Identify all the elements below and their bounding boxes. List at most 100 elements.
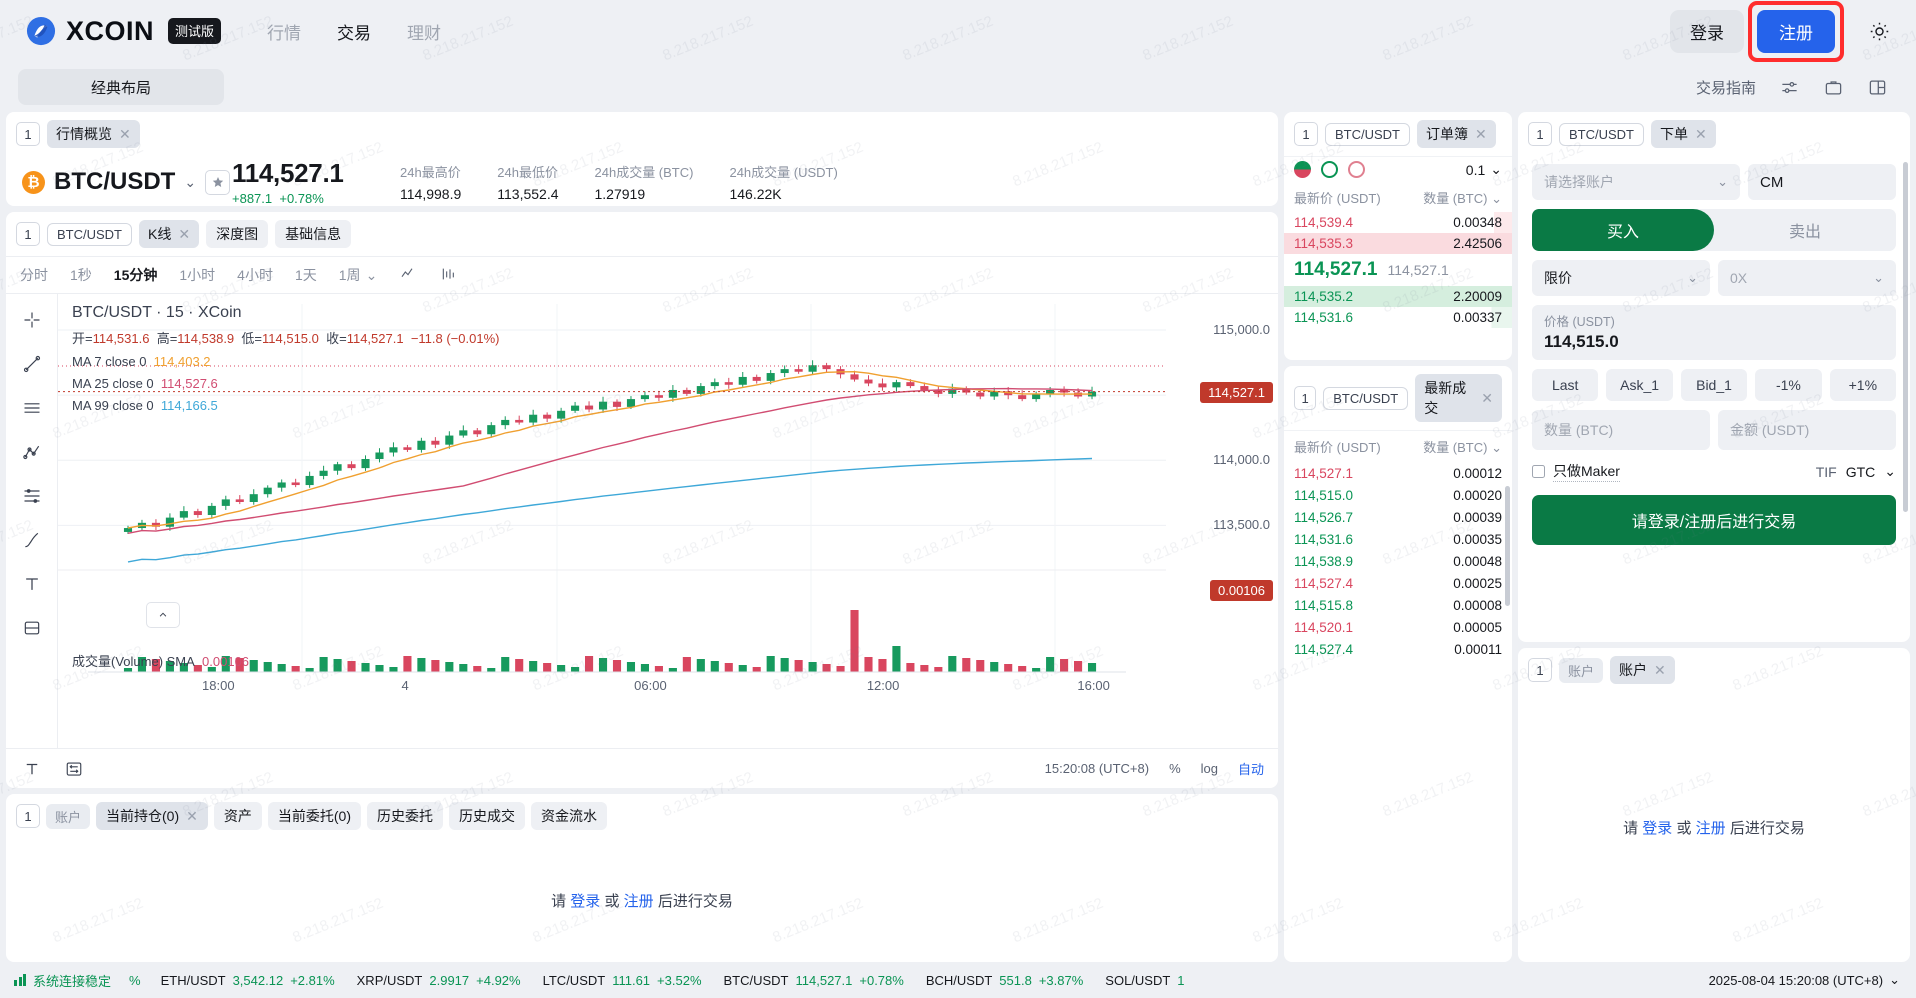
sync-icon[interactable] [62,758,86,780]
collapse-pane-button[interactable] [146,602,180,628]
quick-last-button[interactable]: Last [1532,369,1599,401]
tif-selector[interactable]: TIF GTC ⌄ [1816,463,1896,480]
order-type-select[interactable]: 限价 ⌄ [1532,260,1710,296]
chart-pair-chip[interactable]: BTC/USDT [47,222,132,246]
chart-log-toggle[interactable]: log [1200,761,1218,776]
text-tool-icon[interactable] [20,758,44,780]
close-icon[interactable]: ✕ [1654,662,1666,678]
cm-mode-box[interactable]: CM [1748,164,1896,200]
quick-bid1-button[interactable]: Bid_1 [1680,369,1748,401]
close-icon[interactable]: ✕ [1481,390,1493,406]
status-ticker-xrp[interactable]: XRP/USDT 2.9917 +4.92% [357,973,521,988]
orderbook-pair-chip[interactable]: BTC/USDT [1325,122,1410,146]
register-link[interactable]: 注册 [1695,819,1726,837]
submit-order-button[interactable]: 请登录/注册后进行交易 [1532,495,1896,545]
maker-only-checkbox[interactable] [1532,465,1545,478]
favorite-star-button[interactable] [205,169,231,195]
close-icon[interactable]: ✕ [119,126,131,142]
register-button[interactable]: 注册 [1757,9,1835,53]
tab-kline[interactable]: K线 ✕ [139,220,200,248]
trendline-icon[interactable] [18,352,46,376]
orderbook-mode-asks-icon[interactable] [1348,161,1365,178]
tab-account[interactable]: 账户 ✕ [1610,656,1675,684]
quantity-input[interactable]: 数量 (BTC) [1532,410,1710,450]
briefcase-icon[interactable] [1822,76,1844,98]
nav-link-finance[interactable]: 理财 [407,23,442,43]
orderbook-ask-row[interactable]: 114,539.4 0.00348 [1284,212,1512,233]
trading-guide-link[interactable]: 交易指南 [1695,79,1756,97]
timeframe-1h[interactable]: 1小时 [179,267,216,283]
magnet-icon[interactable] [18,616,46,640]
sliders-icon[interactable] [1778,76,1800,98]
chevron-down-icon[interactable]: ⌄ [184,173,197,190]
trade-row[interactable]: 114,538.9 0.00048 [1284,550,1512,572]
orderbook-step-selector[interactable]: 0.1 ⌄ [1466,161,1502,178]
layout-preset-button[interactable]: 经典布局 [18,69,224,105]
trade-row[interactable]: 114,527.4 0.00011 [1284,638,1512,660]
pair-selector[interactable]: ₿ BTC/USDT ⌄ [22,168,232,196]
trade-row[interactable]: 114,527.4 0.00025 [1284,572,1512,594]
layout-grid-icon[interactable] [1866,76,1888,98]
sell-tab[interactable]: 卖出 [1788,224,1821,241]
order-form-pair-chip[interactable]: BTC/USDT [1559,122,1644,146]
pattern-icon[interactable] [18,440,46,464]
brush-icon[interactable] [18,528,46,552]
tab-trade-history[interactable]: 历史成交 [449,802,525,830]
login-link[interactable]: 登录 [1642,819,1673,837]
trade-row[interactable]: 114,520.1 0.00005 [1284,616,1512,638]
leverage-select[interactable]: 0X ⌄ [1718,260,1896,296]
quick-minus1pct-button[interactable]: -1% [1755,369,1822,401]
close-icon[interactable]: ✕ [1475,126,1487,142]
tab-latest-trades[interactable]: 最新成交 ✕ [1415,374,1502,422]
timeframe-4h[interactable]: 4小时 [237,267,273,283]
timeframe-fenshi[interactable]: 分时 [20,267,48,283]
trades-col-qty-wrap[interactable]: 数量 (BTC) ⌄ [1423,437,1502,456]
horizontal-lines-icon[interactable] [18,396,46,420]
orderbook-col-qty-wrap[interactable]: 数量 (BTC) ⌄ [1423,188,1502,207]
trade-row[interactable]: 114,527.1 0.00012 [1284,462,1512,484]
nav-link-market[interactable]: 行情 [267,23,302,43]
trade-row[interactable]: 114,515.8 0.00008 [1284,594,1512,616]
tab-assets[interactable]: 资产 [213,802,262,830]
register-link[interactable]: 注册 [623,892,654,910]
tab-place-order[interactable]: 下单 ✕ [1651,120,1716,148]
brand-logo[interactable]: XCOIN 测试版 [26,16,222,47]
orderbook-mode-both-icon[interactable] [1294,161,1311,178]
tab-depth[interactable]: 深度图 [206,220,269,248]
quick-plus1pct-button[interactable]: +1% [1829,369,1897,401]
orderbook-bid-row[interactable]: 114,535.2 2.20009 [1284,286,1512,307]
close-icon[interactable]: ✕ [1695,126,1707,142]
orderbook-ask-row[interactable]: 114,535.3 2.42506 [1284,233,1512,254]
total-amount-input[interactable]: 金额 (USDT) [1718,410,1896,450]
text-icon[interactable] [18,572,46,596]
account-select[interactable]: 请选择账户 ⌄ [1532,164,1740,200]
tab-open-orders[interactable]: 当前委托(0) [267,802,361,830]
tab-orderbook[interactable]: 订单簿 ✕ [1417,120,1496,148]
account-chip[interactable]: 账户 [1559,657,1604,683]
crosshair-icon[interactable] [18,308,46,332]
timeframe-1s[interactable]: 1秒 [70,267,92,283]
orderbook-mode-bids-icon[interactable] [1321,161,1338,178]
timeframe-15m[interactable]: 15分钟 [113,267,158,283]
tab-basic-info[interactable]: 基础信息 [275,220,352,248]
chart-percent-toggle[interactable]: % [1169,761,1181,776]
status-ticker-sol[interactable]: SOL/USDT 1 [1105,973,1184,988]
order-form-scrollbar[interactable] [1903,162,1908,512]
status-ticker-bch[interactable]: BCH/USDT 551.8 +3.87% [926,973,1083,988]
timeframe-1w[interactable]: 1周 ⌄ [339,265,378,285]
nav-link-trade[interactable]: 交易 [337,23,372,43]
status-ticker-ltc[interactable]: LTC/USDT 111.61 +3.52% [543,973,702,988]
trades-pair-chip[interactable]: BTC/USDT [1323,386,1409,410]
indicators-icon[interactable] [439,266,457,285]
buy-tab[interactable]: 买入 [1532,209,1714,251]
trade-row[interactable]: 114,531.6 0.00035 [1284,528,1512,550]
close-icon[interactable]: ✕ [178,226,191,242]
quick-ask1-button[interactable]: Ask_1 [1606,369,1673,401]
tab-current-positions[interactable]: 当前持仓(0) ✕ [96,802,208,830]
chart-auto-toggle[interactable]: 自动 [1237,762,1264,777]
theme-toggle-button[interactable] [1860,12,1898,50]
orderbook-bid-row[interactable]: 114,531.6 0.00337 [1284,307,1512,328]
status-time[interactable]: 2025-08-04 15:20:08 (UTC+8) ⌄ [1709,972,1906,988]
tab-market-overview[interactable]: 行情概览 ✕ [47,120,140,148]
account-chip[interactable]: 账户 [46,803,91,829]
